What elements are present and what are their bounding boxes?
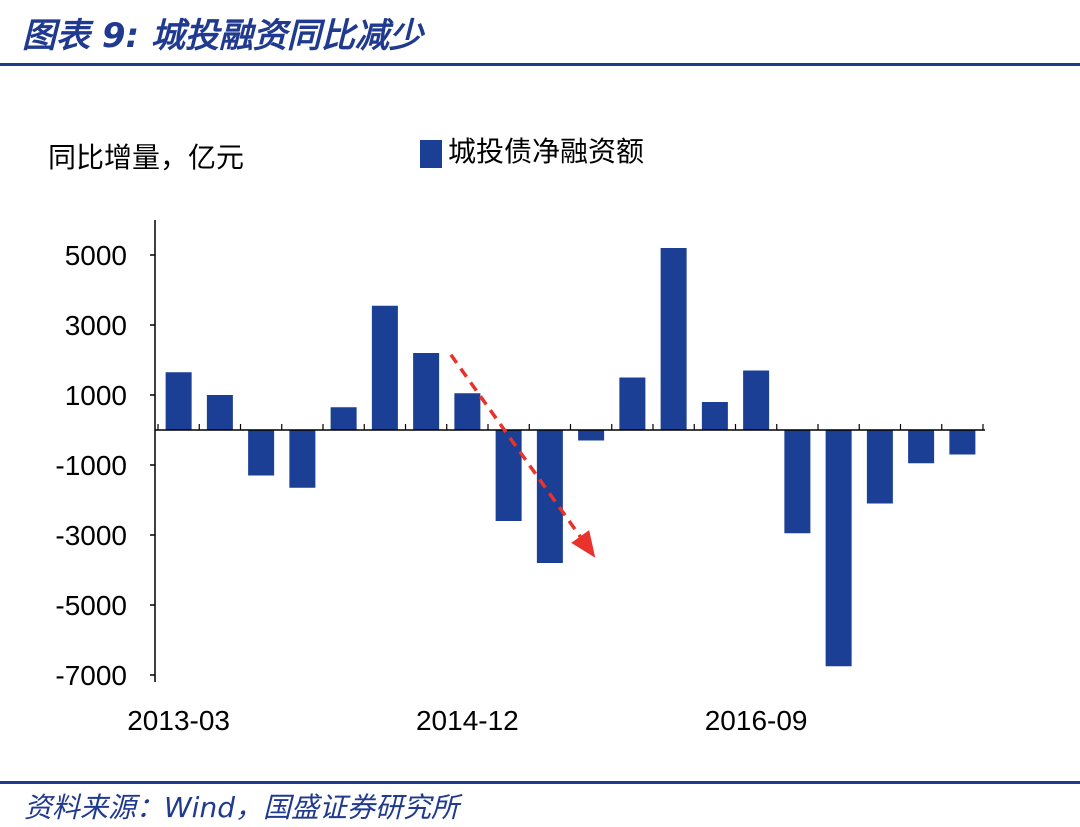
y-tick-label: 3000 xyxy=(65,310,127,341)
legend-label: 城投债净融资额 xyxy=(448,135,644,168)
trend-arrow-line xyxy=(449,353,582,538)
bar xyxy=(454,393,481,430)
bar xyxy=(784,430,811,534)
y-tick-label: -1000 xyxy=(55,450,127,481)
footer-divider xyxy=(0,781,1080,784)
x-tick-label: 2014-12 xyxy=(416,705,519,736)
bar xyxy=(578,430,605,441)
legend-swatch xyxy=(420,140,442,168)
bar xyxy=(866,430,893,504)
bar xyxy=(330,407,357,430)
y-tick-label: -7000 xyxy=(55,660,127,691)
y-tick-label: 1000 xyxy=(65,380,127,411)
bar xyxy=(248,430,275,476)
trend-arrow-head xyxy=(571,530,596,558)
x-tick-label: 2016-09 xyxy=(705,705,808,736)
bar xyxy=(825,430,852,667)
y-tick-label: 5000 xyxy=(65,240,127,271)
bar xyxy=(206,395,233,430)
bar xyxy=(289,430,316,488)
figure-title: 图表 9: 城投融资同比减少 xyxy=(22,16,423,56)
bar xyxy=(165,372,192,430)
bar xyxy=(949,430,976,455)
bar xyxy=(619,377,646,430)
y-tick-label: -5000 xyxy=(55,590,127,621)
bar xyxy=(743,370,770,430)
source-note: 资料来源：Wind，国盛证券研究所 xyxy=(24,791,459,824)
bar xyxy=(371,305,398,430)
y-tick-label: -3000 xyxy=(55,520,127,551)
bar xyxy=(701,402,728,430)
bar xyxy=(908,430,935,464)
bar-chart: 同比增量，亿元 城投债净融资额 5000 3000 1000 -1000 -3000 -5… xyxy=(48,135,985,736)
bar xyxy=(495,430,522,521)
title-divider xyxy=(0,63,1080,66)
x-tick-label: 2013-03 xyxy=(127,705,230,736)
bar xyxy=(413,353,440,430)
bar xyxy=(660,248,687,430)
y-axis-label: 同比增量，亿元 xyxy=(48,141,244,174)
